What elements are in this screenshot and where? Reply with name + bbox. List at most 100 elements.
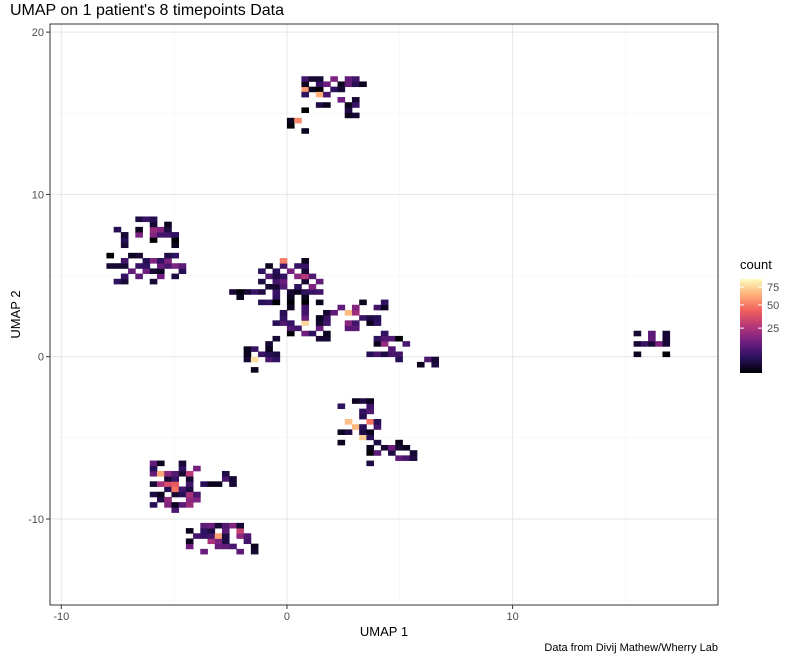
bin-tile [265, 273, 273, 280]
bin-tile [359, 429, 367, 435]
bin-tile [301, 263, 310, 269]
bin-tile [301, 294, 310, 300]
bin-tile [344, 309, 353, 316]
bin-tile [185, 496, 194, 503]
bin-tile [315, 81, 324, 88]
bin-tile [315, 325, 324, 332]
bin-tile [229, 543, 237, 550]
bin-tile [279, 263, 288, 269]
bin-tile [301, 309, 310, 316]
bin-tile [633, 351, 642, 358]
bin-tile [388, 444, 396, 451]
y-axis-label: UMAP 2 [8, 290, 23, 338]
y-tick-label: 10 [32, 189, 44, 201]
bin-tile [135, 273, 143, 280]
bin-tile [250, 548, 259, 555]
bin-tile [315, 278, 324, 285]
bin-tile [164, 232, 172, 238]
bin-tile [214, 522, 223, 529]
bin-tile [214, 481, 223, 487]
bin-tile [286, 123, 295, 129]
bin-tile [178, 502, 187, 508]
bin-tile [265, 356, 273, 363]
bin-tile [272, 278, 281, 285]
bin-tile [351, 112, 360, 119]
bin-tile [301, 330, 310, 337]
bin-tile [171, 502, 180, 508]
bin-tile [207, 481, 216, 487]
bin-tile [301, 299, 310, 306]
bin-tile [258, 299, 266, 306]
bin-tile [221, 522, 230, 529]
bin-tile [662, 341, 671, 347]
legend-title: count [740, 257, 772, 272]
bin-tile [366, 450, 375, 456]
bin-tile [286, 304, 295, 311]
bin-tile [294, 273, 302, 280]
bin-tile [120, 237, 129, 243]
bin-tile [337, 304, 346, 311]
bin-tile [214, 538, 223, 545]
bin-tile [323, 330, 331, 337]
bin-tile [366, 434, 375, 441]
bin-tile [366, 444, 375, 451]
bin-tile [272, 289, 281, 295]
bin-tile [351, 398, 360, 404]
bin-tile [286, 268, 295, 274]
bin-tile [359, 424, 367, 430]
bin-tile [351, 320, 360, 326]
bin-tile [171, 237, 180, 243]
bin-tile [171, 242, 180, 249]
bin-tile [142, 268, 151, 274]
bin-tile [366, 398, 375, 404]
bin-tile [135, 232, 143, 238]
bin-tile [236, 522, 245, 529]
x-tick-label: 10 [507, 611, 519, 623]
bin-tile [178, 268, 187, 274]
bin-tile [402, 341, 411, 347]
bin-tile [301, 86, 310, 93]
bin-tile [380, 304, 389, 311]
bin-tile [315, 335, 324, 342]
bin-tile [380, 444, 389, 451]
bin-tile [337, 81, 346, 88]
bin-tile [149, 216, 158, 223]
y-tick-label: 20 [32, 27, 44, 39]
bin-tile [149, 237, 158, 243]
bin-tile [633, 341, 642, 347]
bin-tile [120, 242, 129, 249]
bin-tile [380, 341, 389, 347]
bin-tile [373, 450, 382, 456]
bin-tile [193, 533, 201, 539]
bin-tile [149, 221, 158, 228]
bin-tile [113, 263, 122, 269]
bin-tile [149, 268, 158, 274]
bin-tile [662, 351, 671, 358]
bin-tile [272, 299, 281, 306]
bin-tile [200, 481, 208, 487]
bin-tile [185, 543, 194, 550]
bin-tile [156, 496, 165, 503]
bin-tile [128, 252, 136, 259]
bin-tile [308, 76, 317, 82]
bin-tile [633, 330, 642, 337]
bin-tile [344, 429, 353, 435]
bin-tile [359, 315, 367, 321]
bin-tile [286, 330, 295, 337]
legend-break-label: 25 [767, 323, 779, 335]
bin-tile [200, 528, 208, 534]
bin-tile [120, 263, 129, 269]
bin-tile [178, 470, 187, 477]
bin-tile [301, 278, 310, 285]
bin-tile [171, 476, 180, 482]
bin-tile [258, 289, 266, 295]
bin-tile [279, 283, 288, 290]
bin-tile [380, 299, 389, 306]
bin-tile [113, 226, 122, 233]
bin-tile [366, 403, 375, 410]
bin-tile [207, 538, 216, 545]
bin-tile [301, 304, 310, 311]
bin-tile [344, 325, 353, 332]
bin-tile [315, 315, 324, 321]
